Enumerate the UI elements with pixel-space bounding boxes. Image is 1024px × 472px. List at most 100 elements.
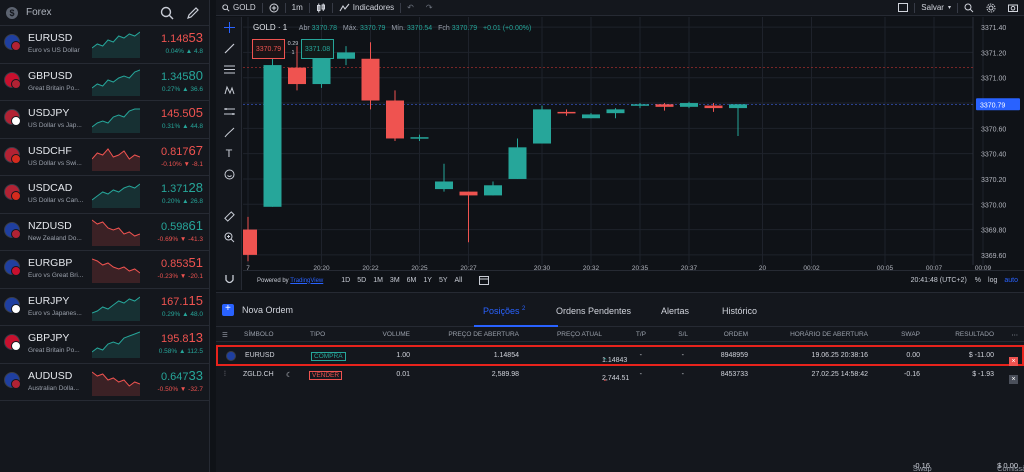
row-swap: -0.16: [904, 371, 920, 378]
chart-clock[interactable]: 20:41:48 (UTC+2): [910, 277, 967, 284]
candle-body: [704, 105, 723, 109]
watchlist-item-usdchf[interactable]: USDCHF US Dollar vs Swi... 0.81767 -0.10% ▼…: [0, 139, 209, 176]
col-symbol[interactable]: SÍMBOLO: [244, 331, 274, 338]
candlestick-chart[interactable]: 3371.403371.203371.003370.803370.603370.…: [243, 17, 1024, 265]
brush-tool[interactable]: [216, 122, 242, 143]
search-icon[interactable]: [157, 3, 177, 23]
swap-total-label: Swap: [912, 464, 932, 472]
col-current-price[interactable]: PREÇO ATUAL: [556, 331, 602, 338]
col-swap[interactable]: SWAP: [901, 331, 920, 338]
row-volume: 1.00: [396, 352, 410, 359]
log-toggle[interactable]: log: [988, 277, 998, 284]
change-arrow-icon: ▼: [179, 273, 187, 280]
timeframe-button[interactable]: 1m: [291, 3, 303, 12]
date-range-icon[interactable]: [479, 275, 490, 287]
symbol-search[interactable]: GOLD: [216, 0, 262, 16]
crosshair-icon: [223, 22, 235, 33]
watchlist-item-eurusd[interactable]: EURUSD Euro vs US Dollar 1.14853 0.04% ▲ 4.…: [0, 26, 209, 64]
close-position-button[interactable]: ×: [1009, 352, 1018, 366]
tab-alerts[interactable]: Alertas: [661, 306, 690, 316]
candle-body: [508, 147, 527, 179]
watchlist-item-eurgbp[interactable]: EURGBP Euro vs Great Bri... 0.85351 -0.23% …: [0, 251, 209, 289]
row-tp[interactable]: -: [639, 371, 642, 378]
prediction-tool[interactable]: [216, 101, 242, 122]
candle-type-button[interactable]: [310, 0, 332, 16]
watchlist-item-audusd[interactable]: AUDUSD Australian Dolla... 0.64733 -0.50% ▼…: [0, 364, 209, 401]
range-button-5y[interactable]: 5Y: [438, 277, 448, 284]
row-sl[interactable]: -: [681, 352, 684, 359]
edit-pencil-icon[interactable]: [183, 3, 203, 23]
flag-secondary-icon: [11, 228, 21, 239]
watchlist-item-gbpjpy[interactable]: GBPJPY Great Britain Po... 195.813 0.58% ▲ …: [0, 326, 209, 364]
col-volume[interactable]: VOLUME: [382, 331, 410, 338]
range-button-1y[interactable]: 1Y: [423, 277, 432, 284]
buy-button[interactable]: 3371.08: [301, 39, 334, 59]
fib-tool[interactable]: [216, 59, 242, 80]
watchlist-description: New Zealand Do...: [28, 234, 82, 242]
watchlist-item-usdjpy[interactable]: USDJPY US Dollar vs Jap... 145.505 0.31% ▲ …: [0, 101, 209, 139]
save-button[interactable]: Salvar ▾: [915, 0, 957, 16]
new-order-button[interactable]: + Nova Ordem: [222, 303, 293, 316]
lot-size[interactable]: 1: [291, 50, 295, 56]
magnet-tool[interactable]: [216, 269, 242, 290]
screenshot-button[interactable]: [1002, 0, 1024, 16]
panel-footer: Swap -0.16 Comissão $ 0.00: [216, 458, 1024, 472]
range-button-5d[interactable]: 5D: [357, 277, 367, 284]
watchlist-item-gbpusd[interactable]: GBPUSD Great Britain Po... 1.34580 0.27% ▲ …: [0, 64, 209, 101]
col-tp[interactable]: T/P: [635, 331, 646, 338]
range-button-6m[interactable]: 6M: [406, 277, 417, 284]
flag-secondary-icon: [11, 266, 21, 276]
time-axis[interactable]: 7 20:20 20:22 20:25 20:27 20:30 20:32 20:35 20:3…: [243, 264, 1024, 270]
tab-pending-orders[interactable]: Ordens Pendentes: [556, 306, 632, 316]
row-tp[interactable]: -: [639, 352, 642, 359]
range-button-3m[interactable]: 3M: [389, 277, 400, 284]
indicators-button[interactable]: Indicadores: [333, 0, 400, 16]
col-open-time[interactable]: HORÁRIO DE ABERTURA: [790, 331, 868, 338]
emoji-tool[interactable]: [216, 164, 242, 185]
row-sl[interactable]: -: [681, 371, 684, 378]
trend-line-tool[interactable]: [216, 38, 242, 59]
layout-button[interactable]: [892, 0, 914, 16]
sell-button[interactable]: 3370.79: [252, 39, 285, 59]
auto-toggle[interactable]: auto: [1004, 277, 1018, 284]
col-result[interactable]: RESULTADO: [955, 331, 994, 338]
table-row[interactable]: EURUSD COMPRA 1.00 1.14854 ⌃ 1.14843 - -…: [216, 345, 1024, 366]
col-sl[interactable]: S/L: [678, 331, 688, 338]
pattern-tool[interactable]: [216, 80, 242, 101]
crosshair-tool[interactable]: [216, 17, 242, 38]
col-order[interactable]: ORDEM: [723, 331, 748, 338]
time-tick-label: 20: [759, 265, 767, 270]
close-position-button[interactable]: ×: [1009, 371, 1018, 384]
settings-button[interactable]: [980, 0, 1002, 16]
tab-history[interactable]: Histórico: [722, 306, 758, 316]
row-symbol: EURUSD: [245, 352, 275, 359]
compare-add-button[interactable]: [263, 0, 285, 16]
watchlist-description: Great Britain Po...: [28, 347, 80, 354]
price-big: 13: [188, 330, 203, 345]
watchlist-change: 0.27% ▲ 36.6: [162, 86, 203, 93]
watchlist-item-eurjpy[interactable]: EURJPY Euro vs Japanes... 167.115 0.29% ▲ 4…: [0, 289, 209, 326]
col-type[interactable]: TIPO: [310, 331, 326, 338]
range-button-all[interactable]: All: [454, 277, 463, 284]
candle-body: [680, 103, 698, 107]
table-row[interactable]: ⫶ ZGLD.CH ☾ VENDER 0.01 2,589.98 ⌄ 2,744…: [216, 367, 1024, 384]
tradingview-link[interactable]: TradingView: [290, 277, 324, 284]
col-open-price[interactable]: PREÇO DE ABERTURA: [448, 331, 519, 338]
ruler-tool[interactable]: [216, 206, 242, 227]
zoom-in-tool[interactable]: [216, 227, 242, 248]
range-button-1m[interactable]: 1M: [373, 277, 383, 284]
more-options-icon[interactable]: ⋯: [1011, 332, 1019, 339]
undo-button[interactable]: ↶: [401, 0, 420, 16]
watchlist-item-usdcad[interactable]: USDCAD US Dollar vs Can... 1.37128 0.20% ▲ …: [0, 176, 209, 214]
range-button-1d[interactable]: 1D: [341, 277, 351, 284]
price-chart[interactable]: 3371.403371.203371.003370.803370.603370.…: [243, 17, 1024, 265]
change-pts: -20.1: [188, 273, 203, 280]
price-tick-label: 3369.60: [981, 253, 1006, 260]
quick-search-button[interactable]: [958, 0, 980, 16]
redo-button[interactable]: ↷: [420, 0, 439, 16]
percent-toggle[interactable]: %: [974, 277, 982, 284]
watchlist-item-nzdusd[interactable]: NZDUSD New Zealand Do... 0.59861 -0.69% ▼ -…: [0, 214, 209, 251]
text-tool[interactable]: T: [216, 143, 242, 164]
tab-positions[interactable]: Posições 2: [483, 306, 525, 316]
columns-settings-icon[interactable]: ☰: [222, 332, 228, 339]
